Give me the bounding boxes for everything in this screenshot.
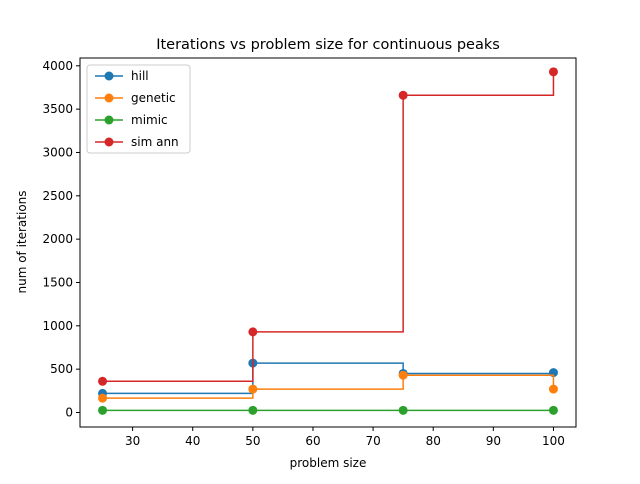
x-tick-label: 100 (542, 434, 565, 448)
series-line (102, 374, 555, 399)
data-point (248, 327, 258, 337)
x-axis-label: problem size (290, 456, 367, 470)
legend-marker (104, 137, 114, 147)
data-point (548, 384, 558, 394)
legend-marker (104, 93, 114, 103)
legend-label: hill (131, 69, 149, 83)
series-layer (98, 67, 558, 415)
data-point (98, 405, 108, 415)
y-tick-label: 1500 (42, 275, 73, 289)
legend: hill genetic mimic sim ann (86, 64, 191, 154)
plot-frame (79, 57, 577, 428)
series-line (102, 71, 555, 383)
data-point (248, 384, 258, 394)
data-point (398, 370, 408, 380)
x-tick-label: 50 (245, 434, 260, 448)
y-axis-label: num of iterations (15, 190, 29, 293)
x-tick-label: 90 (486, 434, 501, 448)
series-mimic (98, 405, 558, 415)
y-tick-label: 1000 (42, 319, 73, 333)
y-tick-label: 3000 (42, 145, 73, 159)
x-tick-label: 60 (305, 434, 320, 448)
data-point (548, 67, 558, 77)
legend-item: sim ann (95, 135, 179, 149)
data-point (248, 405, 258, 415)
chart-title: Iterations vs problem size for continuou… (156, 37, 500, 53)
y-tick-label: 4000 (42, 59, 73, 73)
legend-item: hill (95, 69, 149, 83)
x-tick-label: 80 (426, 434, 441, 448)
x-tick-label: 70 (365, 434, 380, 448)
data-point (98, 376, 108, 386)
legend-item: genetic (95, 91, 176, 105)
legend-item: mimic (95, 113, 168, 127)
y-tick-label: 0 (65, 405, 73, 419)
x-tick-label: 40 (185, 434, 200, 448)
data-point (548, 405, 558, 415)
legend-label: sim ann (131, 135, 179, 149)
series-sim-ann (98, 67, 558, 386)
legend-box (86, 64, 191, 154)
y-axis-ticks: 0 500 1000 1500 2000 2500 3000 3500 4000 (42, 59, 80, 419)
y-tick-label: 2000 (42, 232, 73, 246)
y-tick-label: 500 (50, 362, 73, 376)
legend-marker (104, 115, 114, 125)
data-point (398, 90, 408, 100)
y-tick-label: 3500 (42, 102, 73, 116)
data-point (98, 393, 108, 403)
x-axis-ticks: 30 40 50 60 70 80 90 100 (125, 427, 565, 448)
data-point (398, 405, 408, 415)
series-genetic (98, 370, 558, 403)
legend-marker (104, 71, 114, 81)
legend-label: mimic (131, 113, 168, 127)
x-tick-label: 30 (125, 434, 140, 448)
legend-label: genetic (131, 91, 176, 105)
y-tick-label: 2500 (42, 189, 73, 203)
